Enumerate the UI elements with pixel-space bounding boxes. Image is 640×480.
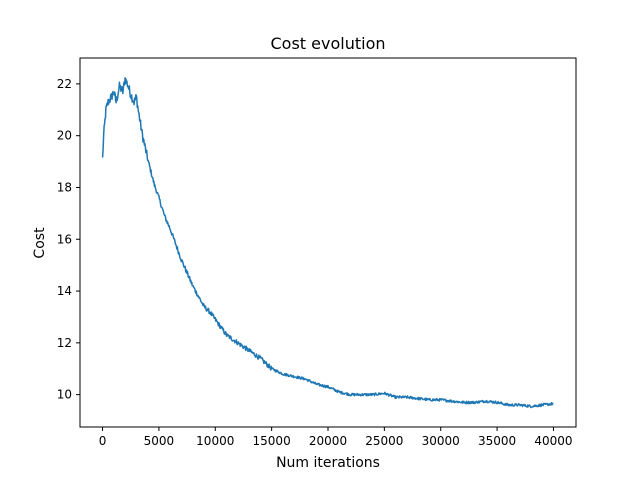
x-tick-label: 40000 xyxy=(534,434,572,448)
y-tick-label: 16 xyxy=(57,232,72,246)
x-tick-label: 15000 xyxy=(253,434,291,448)
x-tick-label: 20000 xyxy=(309,434,347,448)
x-tick-label: 5000 xyxy=(144,434,175,448)
series-layer xyxy=(101,77,554,409)
y-tick-label: 22 xyxy=(57,77,72,91)
x-axis-label: Num iterations xyxy=(276,455,380,471)
y-tick-label: 12 xyxy=(57,336,72,350)
x-tick-label: 10000 xyxy=(196,434,234,448)
y-tick-label: 10 xyxy=(57,388,72,402)
x-tick-label: 35000 xyxy=(478,434,516,448)
chart-title: Cost evolution xyxy=(271,34,386,53)
x-tick-label: 25000 xyxy=(365,434,403,448)
x-tick-label: 30000 xyxy=(422,434,460,448)
cost-series-line xyxy=(101,77,554,409)
y-axis: 10 12 14 16 18 20 22 xyxy=(57,77,80,402)
y-tick-label: 20 xyxy=(57,129,72,143)
y-axis-label: Cost xyxy=(32,227,48,259)
y-tick-label: 14 xyxy=(57,284,72,298)
x-tick-label: 0 xyxy=(99,434,107,448)
x-axis: 0 5000 10000 15000 20000 25000 30000 35000 40000 xyxy=(99,427,573,448)
y-tick-label: 18 xyxy=(57,180,72,194)
